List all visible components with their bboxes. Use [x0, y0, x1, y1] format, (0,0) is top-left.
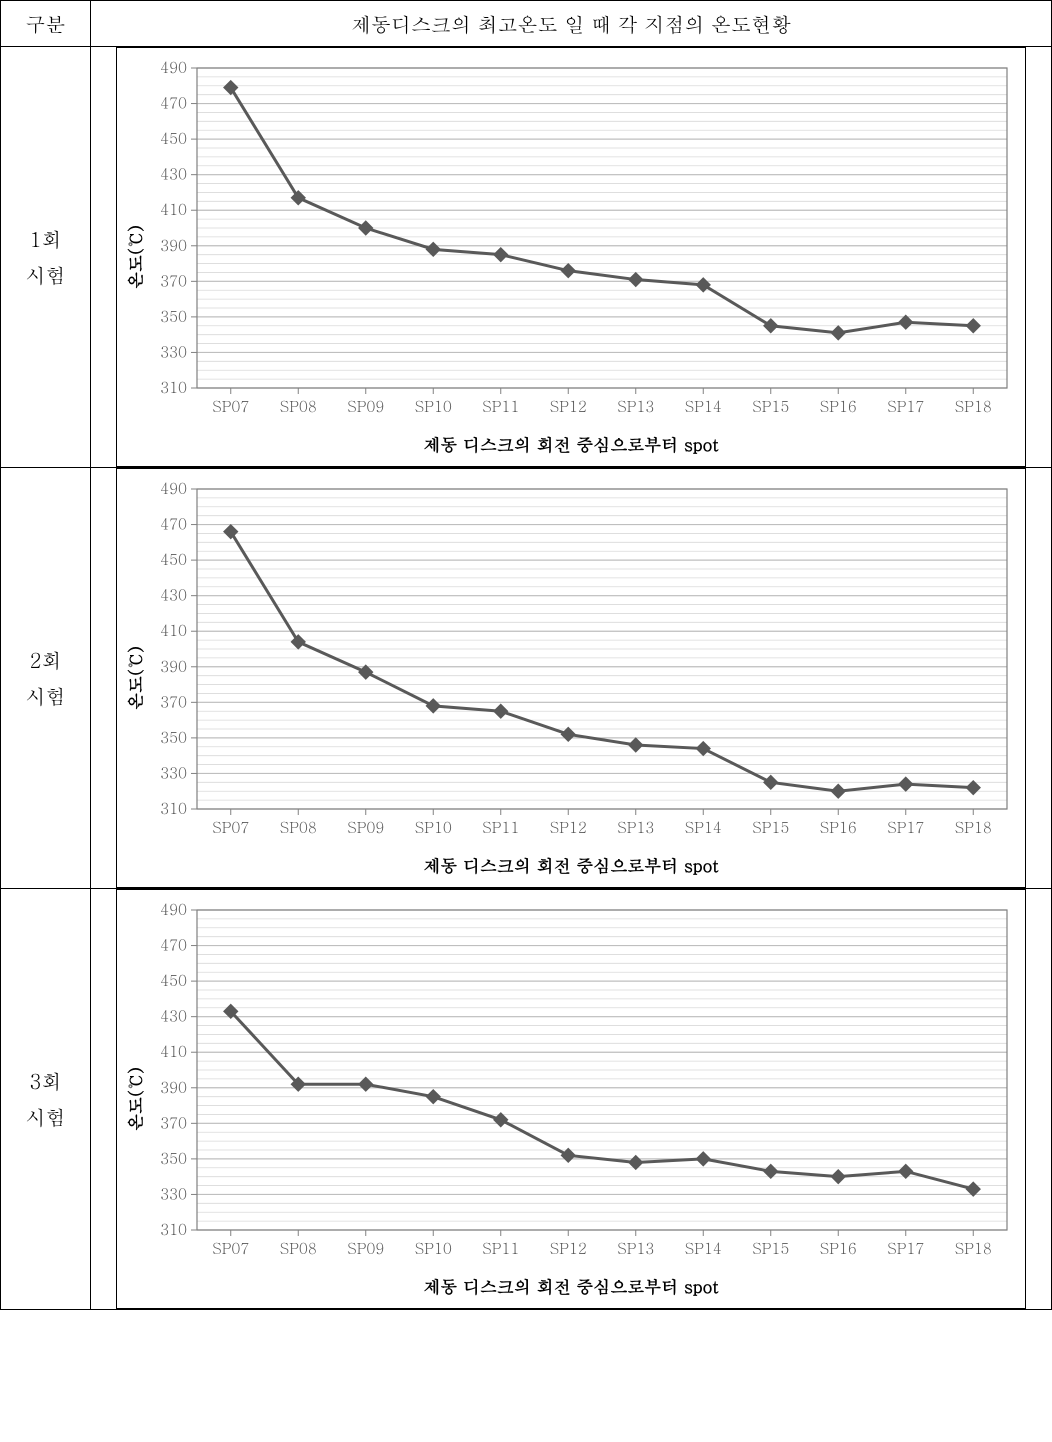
- header-left-cell: 구분: [1, 1, 91, 47]
- svg-text:370: 370: [160, 1112, 187, 1133]
- svg-text:SP18: SP18: [955, 817, 992, 838]
- svg-text:430: 430: [160, 164, 187, 185]
- svg-text:430: 430: [160, 585, 187, 606]
- svg-text:SP11: SP11: [482, 817, 519, 838]
- svg-text:SP16: SP16: [820, 817, 857, 838]
- row-label-3: 3회시험: [1, 889, 91, 1310]
- svg-text:SP10: SP10: [415, 1238, 452, 1259]
- svg-text:450: 450: [160, 970, 187, 991]
- svg-text:SP17: SP17: [887, 396, 924, 417]
- table-row: 2회시험 310 330 350 370 390 410 430 450 470 490 SP07 S…: [1, 468, 1052, 889]
- svg-text:SP12: SP12: [550, 396, 587, 417]
- svg-text:310: 310: [160, 377, 187, 398]
- svg-text:390: 390: [160, 656, 187, 677]
- svg-text:SP15: SP15: [752, 396, 789, 417]
- svg-text:330: 330: [160, 762, 187, 783]
- svg-text:490: 490: [160, 899, 187, 920]
- chart-cell-2: 310 330 350 370 390 410 430 450 470 490 SP07 SP08 SP…: [91, 468, 1052, 889]
- chart-3: 310 330 350 370 390 410 430 450 470 490 SP07 SP08 SP…: [116, 889, 1026, 1309]
- svg-text:330: 330: [160, 1183, 187, 1204]
- svg-text:350: 350: [160, 727, 187, 748]
- svg-text:SP11: SP11: [482, 1238, 519, 1259]
- table-row: 3회시험 310 330 350 370 390 410 430 450 470 490 SP07 S…: [1, 889, 1052, 1310]
- svg-text:SP15: SP15: [752, 1238, 789, 1259]
- svg-text:SP16: SP16: [820, 396, 857, 417]
- svg-text:410: 410: [160, 199, 187, 220]
- svg-text:450: 450: [160, 128, 187, 149]
- svg-text:350: 350: [160, 1148, 187, 1169]
- svg-text:SP10: SP10: [415, 817, 452, 838]
- svg-text:SP17: SP17: [887, 1238, 924, 1259]
- chart-xlabel: 제동 디스크의 회전 중심으로부터 spot: [117, 853, 1025, 877]
- chart-1: 310 330 350 370 390 410 430 450 470 490 SP07 SP08 SP…: [116, 47, 1026, 467]
- svg-text:SP09: SP09: [347, 1238, 384, 1259]
- svg-text:470: 470: [160, 93, 187, 114]
- svg-text:SP10: SP10: [415, 396, 452, 417]
- svg-text:330: 330: [160, 341, 187, 362]
- svg-text:370: 370: [160, 270, 187, 291]
- svg-text:470: 470: [160, 514, 187, 535]
- svg-text:390: 390: [160, 1077, 187, 1098]
- charts-table: 구분 제동디스크의 최고온도 일 때 각 지점의 온도현황 1회시험 310 33…: [0, 0, 1052, 1310]
- svg-text:310: 310: [160, 1219, 187, 1240]
- svg-text:SP14: SP14: [685, 396, 722, 417]
- svg-text:SP09: SP09: [347, 817, 384, 838]
- svg-text:SP18: SP18: [955, 396, 992, 417]
- svg-text:SP11: SP11: [482, 396, 519, 417]
- svg-text:410: 410: [160, 620, 187, 641]
- chart-ylabel: 온도(℃): [123, 225, 147, 289]
- chart-cell-1: 310 330 350 370 390 410 430 450 470 490 SP07 SP08 SP…: [91, 47, 1052, 468]
- svg-text:SP07: SP07: [212, 1238, 249, 1259]
- svg-text:SP13: SP13: [617, 396, 654, 417]
- svg-text:SP18: SP18: [955, 1238, 992, 1259]
- svg-text:SP15: SP15: [752, 817, 789, 838]
- svg-text:450: 450: [160, 549, 187, 570]
- chart-xlabel: 제동 디스크의 회전 중심으로부터 spot: [117, 432, 1025, 456]
- svg-text:SP07: SP07: [212, 817, 249, 838]
- svg-text:310: 310: [160, 798, 187, 819]
- chart-2: 310 330 350 370 390 410 430 450 470 490 SP07 SP08 SP…: [116, 468, 1026, 888]
- svg-text:490: 490: [160, 478, 187, 499]
- svg-text:350: 350: [160, 306, 187, 327]
- svg-text:SP13: SP13: [617, 817, 654, 838]
- svg-text:SP12: SP12: [550, 817, 587, 838]
- svg-text:370: 370: [160, 691, 187, 712]
- row-label-2: 2회시험: [1, 468, 91, 889]
- svg-text:SP07: SP07: [212, 396, 249, 417]
- table-row: 1회시험 310 330 350 370 390 410 430 450 470 490 SP07 S…: [1, 47, 1052, 468]
- chart-ylabel: 온도(℃): [123, 1067, 147, 1131]
- svg-text:410: 410: [160, 1041, 187, 1062]
- svg-text:SP08: SP08: [280, 396, 317, 417]
- svg-text:SP12: SP12: [550, 1238, 587, 1259]
- svg-text:390: 390: [160, 235, 187, 256]
- svg-text:470: 470: [160, 935, 187, 956]
- svg-text:SP08: SP08: [280, 1238, 317, 1259]
- svg-text:490: 490: [160, 57, 187, 78]
- svg-text:430: 430: [160, 1006, 187, 1027]
- svg-text:SP09: SP09: [347, 396, 384, 417]
- chart-ylabel: 온도(℃): [123, 646, 147, 710]
- chart-cell-3: 310 330 350 370 390 410 430 450 470 490 SP07 SP08 SP…: [91, 889, 1052, 1310]
- svg-text:SP17: SP17: [887, 817, 924, 838]
- svg-text:SP16: SP16: [820, 1238, 857, 1259]
- chart-xlabel: 제동 디스크의 회전 중심으로부터 spot: [117, 1274, 1025, 1298]
- svg-text:SP13: SP13: [617, 1238, 654, 1259]
- table-header-row: 구분 제동디스크의 최고온도 일 때 각 지점의 온도현황: [1, 1, 1052, 47]
- header-main-cell: 제동디스크의 최고온도 일 때 각 지점의 온도현황: [91, 1, 1052, 47]
- svg-text:SP08: SP08: [280, 817, 317, 838]
- row-label-1: 1회시험: [1, 47, 91, 468]
- svg-text:SP14: SP14: [685, 817, 722, 838]
- svg-text:SP14: SP14: [685, 1238, 722, 1259]
